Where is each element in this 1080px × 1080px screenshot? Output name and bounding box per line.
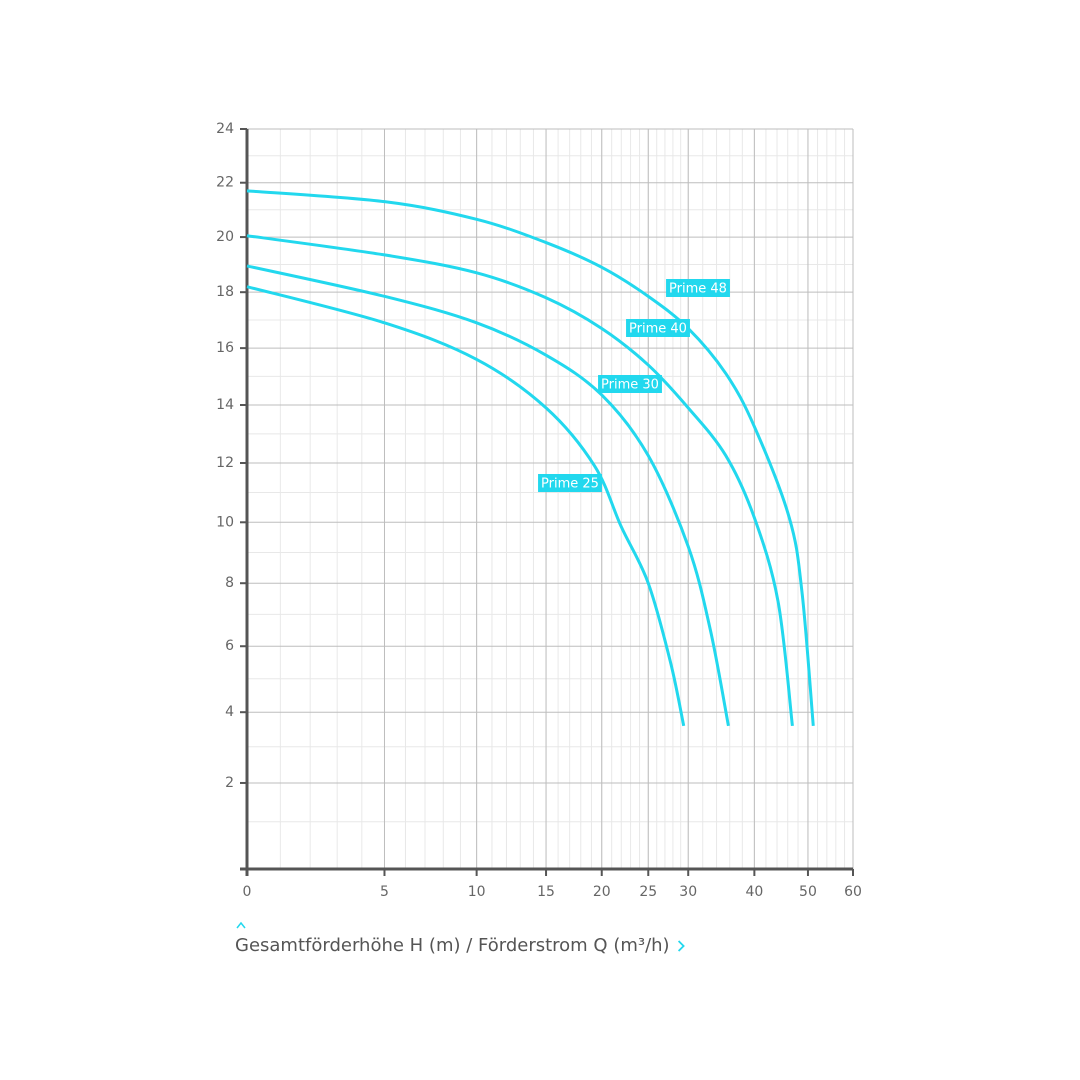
- y-tick-label: 2: [225, 775, 234, 791]
- x-tick-label: 0: [243, 884, 252, 900]
- chevron-right[interactable]: [677, 940, 685, 952]
- x-tick-label: 20: [593, 884, 611, 900]
- curve-label: Prime 25: [541, 477, 599, 492]
- y-tick-label: 16: [216, 340, 234, 356]
- curve-label: Prime 30: [601, 378, 659, 393]
- x-tick-label: 30: [679, 884, 697, 900]
- x-axis-label: Gesamtförderhöhe H (m) / Förderstrom Q (…: [235, 935, 670, 956]
- y-tick-label: 22: [216, 175, 234, 191]
- y-tick-label: 8: [225, 575, 234, 591]
- x-tick-label: 15: [537, 884, 555, 900]
- x-tick-label: 5: [380, 884, 389, 900]
- x-tick-label: 10: [468, 884, 486, 900]
- curve-label: Prime 40: [629, 322, 687, 337]
- y-tick-label: 18: [216, 284, 234, 300]
- curve: [246, 285, 686, 727]
- curve: [246, 189, 815, 726]
- y-tick-label: 12: [216, 455, 234, 471]
- x-tick-label: 60: [844, 884, 862, 900]
- chevron-up: [236, 921, 246, 929]
- curve-label: Prime 48: [669, 282, 727, 297]
- curve: [246, 264, 730, 727]
- y-tick-label: 14: [216, 397, 234, 413]
- curve-label-bg: [538, 474, 602, 492]
- y-tick-label: 4: [225, 704, 234, 720]
- x-tick-label: 25: [639, 884, 657, 900]
- curve-label-bg: [666, 279, 730, 297]
- y-tick-label: 20: [216, 229, 234, 245]
- curve-label-bg: [626, 319, 690, 337]
- curve-label-bg: [598, 375, 662, 393]
- y-tick-label: 24: [216, 121, 234, 137]
- minor-grid: [247, 129, 853, 869]
- y-tick-label: 6: [225, 638, 234, 654]
- x-tick-label: 50: [799, 884, 817, 900]
- curve: [246, 234, 794, 727]
- y-tick-label: 10: [216, 514, 234, 530]
- x-tick-label: 40: [745, 884, 763, 900]
